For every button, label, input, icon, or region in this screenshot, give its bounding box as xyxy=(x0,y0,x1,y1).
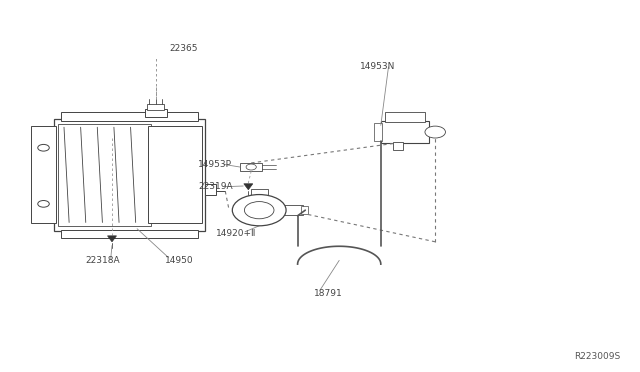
Text: 22365: 22365 xyxy=(170,44,198,53)
Bar xyxy=(381,121,429,143)
Bar xyxy=(54,119,205,231)
Text: 14920+Ⅱ: 14920+Ⅱ xyxy=(216,229,257,238)
Text: 14953P: 14953P xyxy=(198,160,232,169)
Bar xyxy=(385,112,425,122)
Text: 22319A: 22319A xyxy=(198,182,233,191)
Polygon shape xyxy=(244,184,253,190)
Circle shape xyxy=(244,202,274,219)
Text: 14953N: 14953N xyxy=(360,62,395,71)
Bar xyxy=(251,189,268,196)
Circle shape xyxy=(246,164,256,170)
Bar xyxy=(240,163,262,171)
Text: 18791: 18791 xyxy=(314,289,342,298)
Circle shape xyxy=(232,195,286,226)
Bar xyxy=(205,184,216,195)
Bar xyxy=(58,124,151,226)
Bar xyxy=(31,126,56,223)
Text: 14950: 14950 xyxy=(165,256,194,265)
Circle shape xyxy=(38,201,49,207)
Circle shape xyxy=(425,126,445,138)
Bar xyxy=(393,142,403,150)
Bar xyxy=(301,206,308,214)
Bar xyxy=(284,205,303,215)
Bar xyxy=(61,112,198,121)
Text: R223009S: R223009S xyxy=(575,352,621,361)
Bar xyxy=(61,230,198,238)
Circle shape xyxy=(38,144,49,151)
Bar xyxy=(148,126,202,223)
Text: 22318A: 22318A xyxy=(85,256,120,265)
Bar xyxy=(145,109,167,117)
Bar xyxy=(374,123,382,141)
Polygon shape xyxy=(108,236,116,242)
Bar xyxy=(147,104,164,110)
